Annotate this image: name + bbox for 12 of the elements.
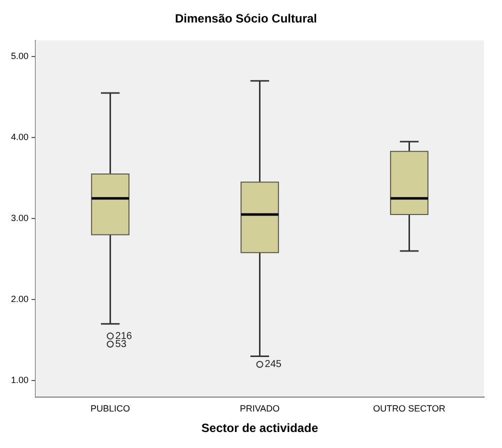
y-tick-label: 4.00 [10, 132, 29, 142]
annotation: 53 [115, 338, 127, 350]
x-tick-label: OUTRO SECTOR [373, 404, 446, 414]
y-tick-label: 5.00 [10, 51, 29, 62]
x-tick-label: PUBLICO [90, 404, 130, 414]
y-tick-label: 1.00 [10, 375, 29, 386]
x-tick-label: PRIVADO [240, 404, 280, 414]
annotation: 245 [264, 359, 282, 370]
y-tick-label: 2.00 [10, 294, 29, 304]
chart-title: Dimensão Sócio Cultural [174, 12, 318, 26]
y-tick-label: 3.00 [10, 213, 29, 224]
x-axis-title: Sector de actividade [201, 421, 318, 436]
